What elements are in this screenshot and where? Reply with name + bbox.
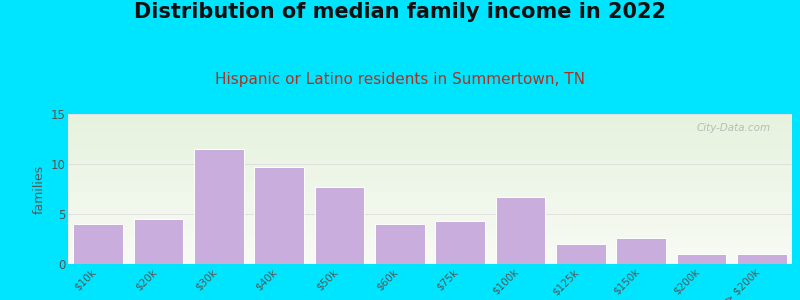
Bar — [435, 221, 485, 264]
Bar — [314, 187, 364, 264]
Text: Hispanic or Latino residents in Summertown, TN: Hispanic or Latino residents in Summerto… — [215, 72, 585, 87]
Text: City-Data.com: City-Data.com — [696, 123, 770, 133]
Bar — [617, 238, 666, 264]
Bar — [556, 244, 606, 264]
Bar — [74, 224, 123, 264]
Bar — [496, 197, 546, 264]
Bar — [375, 224, 425, 264]
Bar — [677, 254, 726, 264]
Bar — [254, 167, 304, 264]
Bar — [194, 149, 243, 264]
Bar — [134, 219, 183, 264]
Y-axis label: families: families — [33, 164, 46, 214]
Bar — [737, 254, 786, 264]
Text: Distribution of median family income in 2022: Distribution of median family income in … — [134, 2, 666, 22]
